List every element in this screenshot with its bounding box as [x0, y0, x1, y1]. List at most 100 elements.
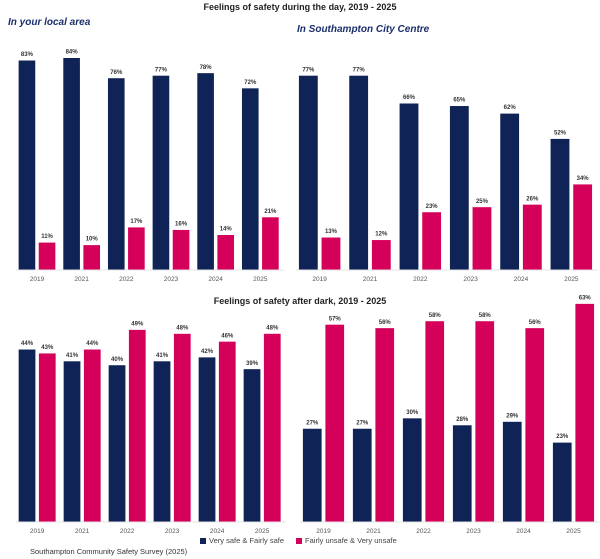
data-label-unsafe-2021: 56%: [379, 320, 392, 326]
data-label-safe-2023: 41%: [156, 353, 169, 359]
data-label-unsafe-2024: 56%: [529, 320, 542, 326]
bar-unsafe-2024: [522, 203, 543, 271]
bar-safe-2025: [549, 138, 571, 271]
data-label-safe-2023: 28%: [456, 417, 469, 423]
data-label-unsafe-2023: 25%: [476, 199, 489, 205]
data-label-unsafe-2023: 48%: [176, 325, 189, 331]
data-label-unsafe-2022: 23%: [426, 204, 439, 210]
bar-unsafe-2023: [171, 229, 191, 271]
x-tick-2025: 2025: [564, 276, 579, 283]
x-tick-2022: 2022: [416, 528, 431, 535]
legend-unsafe: Fairly unsafe & Very unsafe: [296, 536, 397, 545]
data-label-unsafe-2022: 49%: [131, 321, 144, 327]
data-label-unsafe-2019: 43%: [41, 345, 54, 351]
data-label-safe-2021: 84%: [66, 50, 79, 56]
data-label-safe-2025: 52%: [554, 131, 567, 137]
bar-unsafe-2023: [173, 332, 192, 523]
bar-safe-2021: [62, 360, 82, 523]
bar-safe-2023: [452, 424, 473, 523]
data-label-unsafe-2023: 58%: [479, 313, 492, 319]
bar-unsafe-2021: [82, 244, 101, 271]
bar-unsafe-2022: [424, 320, 445, 523]
bar-unsafe-2019: [320, 236, 342, 271]
data-label-unsafe-2022: 17%: [130, 219, 143, 225]
bar-safe-2021: [62, 57, 81, 271]
data-label-unsafe-2025: 34%: [577, 176, 590, 182]
bar-unsafe-2025: [574, 303, 595, 523]
data-label-safe-2019: 77%: [302, 67, 315, 73]
x-tick-2025: 2025: [255, 528, 270, 535]
data-label-safe-2023: 77%: [155, 67, 168, 73]
data-label-safe-2021: 77%: [353, 67, 366, 73]
city-centre-subtitle: In Southampton City Centre: [297, 24, 430, 35]
data-label-safe-2022: 66%: [403, 95, 416, 101]
bar-unsafe-2023: [471, 206, 493, 271]
x-tick-2021: 2021: [75, 528, 90, 535]
x-tick-2024: 2024: [208, 276, 223, 283]
bar-safe-2021: [352, 427, 373, 523]
bar-unsafe-2025: [572, 183, 593, 271]
bar-safe-2022: [107, 77, 126, 271]
bar-unsafe-2025: [263, 332, 282, 523]
bar-safe-2024: [502, 421, 523, 523]
bar-safe-2019: [298, 74, 319, 271]
x-tick-2019: 2019: [30, 276, 45, 283]
bar-safe-2024: [499, 112, 520, 271]
day-chart-title: Feelings of safety during the day, 2019 …: [203, 2, 397, 12]
bar-safe-2024: [197, 356, 217, 523]
data-label-unsafe-2021: 44%: [86, 341, 99, 347]
x-tick-2022: 2022: [120, 528, 135, 535]
x-tick-2022: 2022: [413, 276, 428, 283]
data-label-unsafe-2023: 16%: [175, 222, 188, 228]
bar-safe-2023: [151, 74, 171, 271]
bar-unsafe-2019: [324, 323, 345, 523]
bar-unsafe-2024: [216, 234, 235, 271]
bar-safe-2025: [552, 441, 573, 523]
data-label-unsafe-2024: 14%: [220, 227, 233, 233]
data-label-safe-2019: 83%: [21, 52, 34, 58]
data-label-unsafe-2019: 13%: [325, 229, 338, 235]
bar-unsafe-2021: [371, 239, 392, 271]
bar-unsafe-2023: [474, 320, 495, 523]
x-tick-2024: 2024: [210, 528, 225, 535]
bar-unsafe-2022: [421, 211, 442, 271]
bar-safe-2025: [242, 368, 262, 523]
legend-safe: Very safe & Fairly safe: [200, 536, 284, 545]
bar-safe-2019: [17, 59, 37, 271]
x-tick-2023: 2023: [463, 276, 478, 283]
data-label-safe-2024: 62%: [504, 105, 517, 111]
x-tick-2019: 2019: [312, 276, 327, 283]
bar-unsafe-2022: [127, 226, 146, 271]
legend: Very safe & Fairly safe Fairly unsafe & …: [200, 536, 397, 545]
bar-unsafe-2024: [218, 340, 237, 523]
data-label-unsafe-2025: 63%: [579, 295, 592, 301]
x-tick-2023: 2023: [165, 528, 180, 535]
x-tick-2023: 2023: [466, 528, 481, 535]
bar-safe-2022: [398, 102, 420, 271]
data-label-safe-2024: 29%: [506, 413, 519, 419]
bar-unsafe-2021: [83, 348, 102, 523]
bar-safe-2023: [449, 105, 470, 271]
x-tick-2022: 2022: [119, 276, 134, 283]
x-tick-2024: 2024: [516, 528, 531, 535]
bar-safe-2025: [241, 87, 260, 271]
dark-chart-title: Feelings of safety after dark, 2019 - 20…: [213, 296, 387, 306]
x-tick-2025: 2025: [253, 276, 268, 283]
bar-unsafe-2024: [524, 327, 545, 523]
data-label-safe-2024: 42%: [201, 349, 214, 355]
x-tick-2023: 2023: [164, 276, 179, 283]
data-label-safe-2021: 41%: [66, 353, 79, 359]
data-label-safe-2022: 76%: [110, 70, 123, 76]
bar-safe-2023: [152, 360, 172, 523]
bar-unsafe-2025: [261, 216, 280, 271]
bar-safe-2019: [17, 348, 37, 523]
data-label-unsafe-2021: 10%: [86, 237, 99, 243]
x-tick-2019: 2019: [316, 528, 331, 535]
x-tick-2021: 2021: [363, 276, 378, 283]
bar-unsafe-2021: [374, 327, 395, 523]
data-label-safe-2022: 40%: [111, 357, 124, 363]
data-label-safe-2025: 72%: [244, 80, 257, 86]
bar-safe-2024: [196, 72, 215, 271]
